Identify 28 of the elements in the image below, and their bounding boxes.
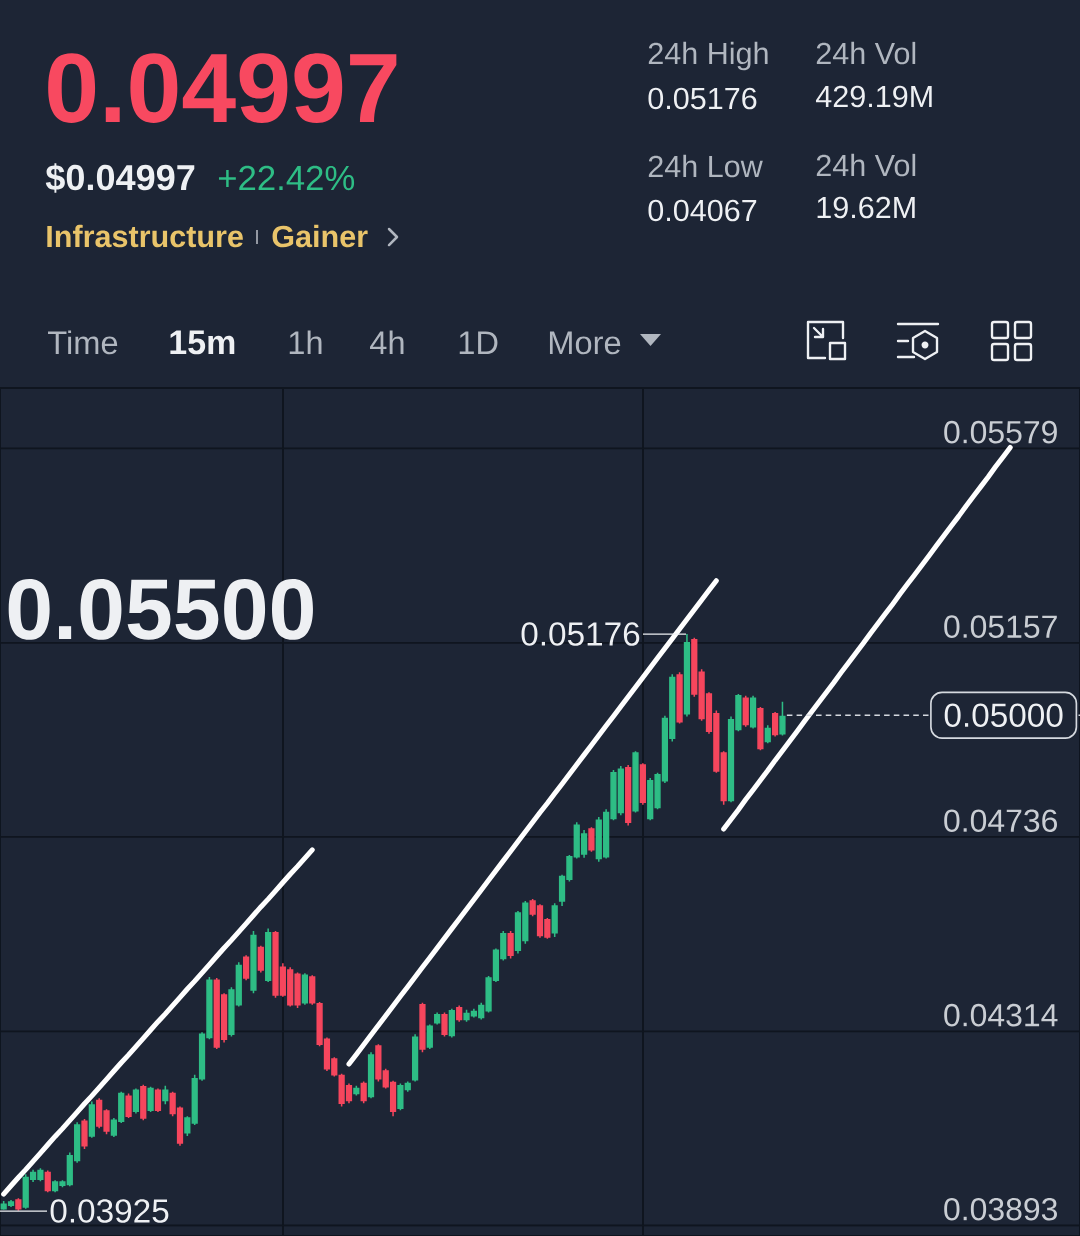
text: 0.05176: [648, 87, 757, 110]
annotation: 0.05500: [8, 578, 313, 640]
ref-line-label: 0.05000: [944, 703, 1063, 728]
text: 4h: [370, 330, 404, 355]
chart-title: 0.04997: [48, 53, 397, 123]
text: Gainer: [272, 224, 368, 248]
text: 429.19M: [815, 85, 932, 108]
text: Infrastructure: [47, 224, 243, 248]
text: 24h Vol: [816, 41, 916, 65]
text: 24h High: [648, 41, 768, 71]
text: 24h Low: [648, 154, 763, 178]
text: More: [549, 331, 621, 355]
text: 1D: [459, 331, 498, 355]
text: 1h: [289, 330, 322, 355]
y-tick-label: 0.04314: [944, 1003, 1058, 1027]
text: Time: [48, 330, 118, 355]
text: 24h Vol: [816, 153, 916, 177]
text: $0.04997: [45, 163, 195, 193]
y-tick-label: 0.05579: [944, 420, 1057, 444]
text: 15m: [170, 330, 235, 355]
text: 0.04067: [648, 199, 757, 222]
annotation: 0.03925: [50, 1199, 169, 1223]
y-tick-label: 0.05157: [944, 615, 1057, 638]
annotation: 0.05176: [521, 622, 640, 646]
y-tick-label: 0.03893: [944, 1197, 1057, 1221]
text: +22.42%: [218, 165, 355, 191]
y-tick-label: 0.04736: [944, 809, 1057, 832]
text: 19.62M: [817, 196, 915, 219]
